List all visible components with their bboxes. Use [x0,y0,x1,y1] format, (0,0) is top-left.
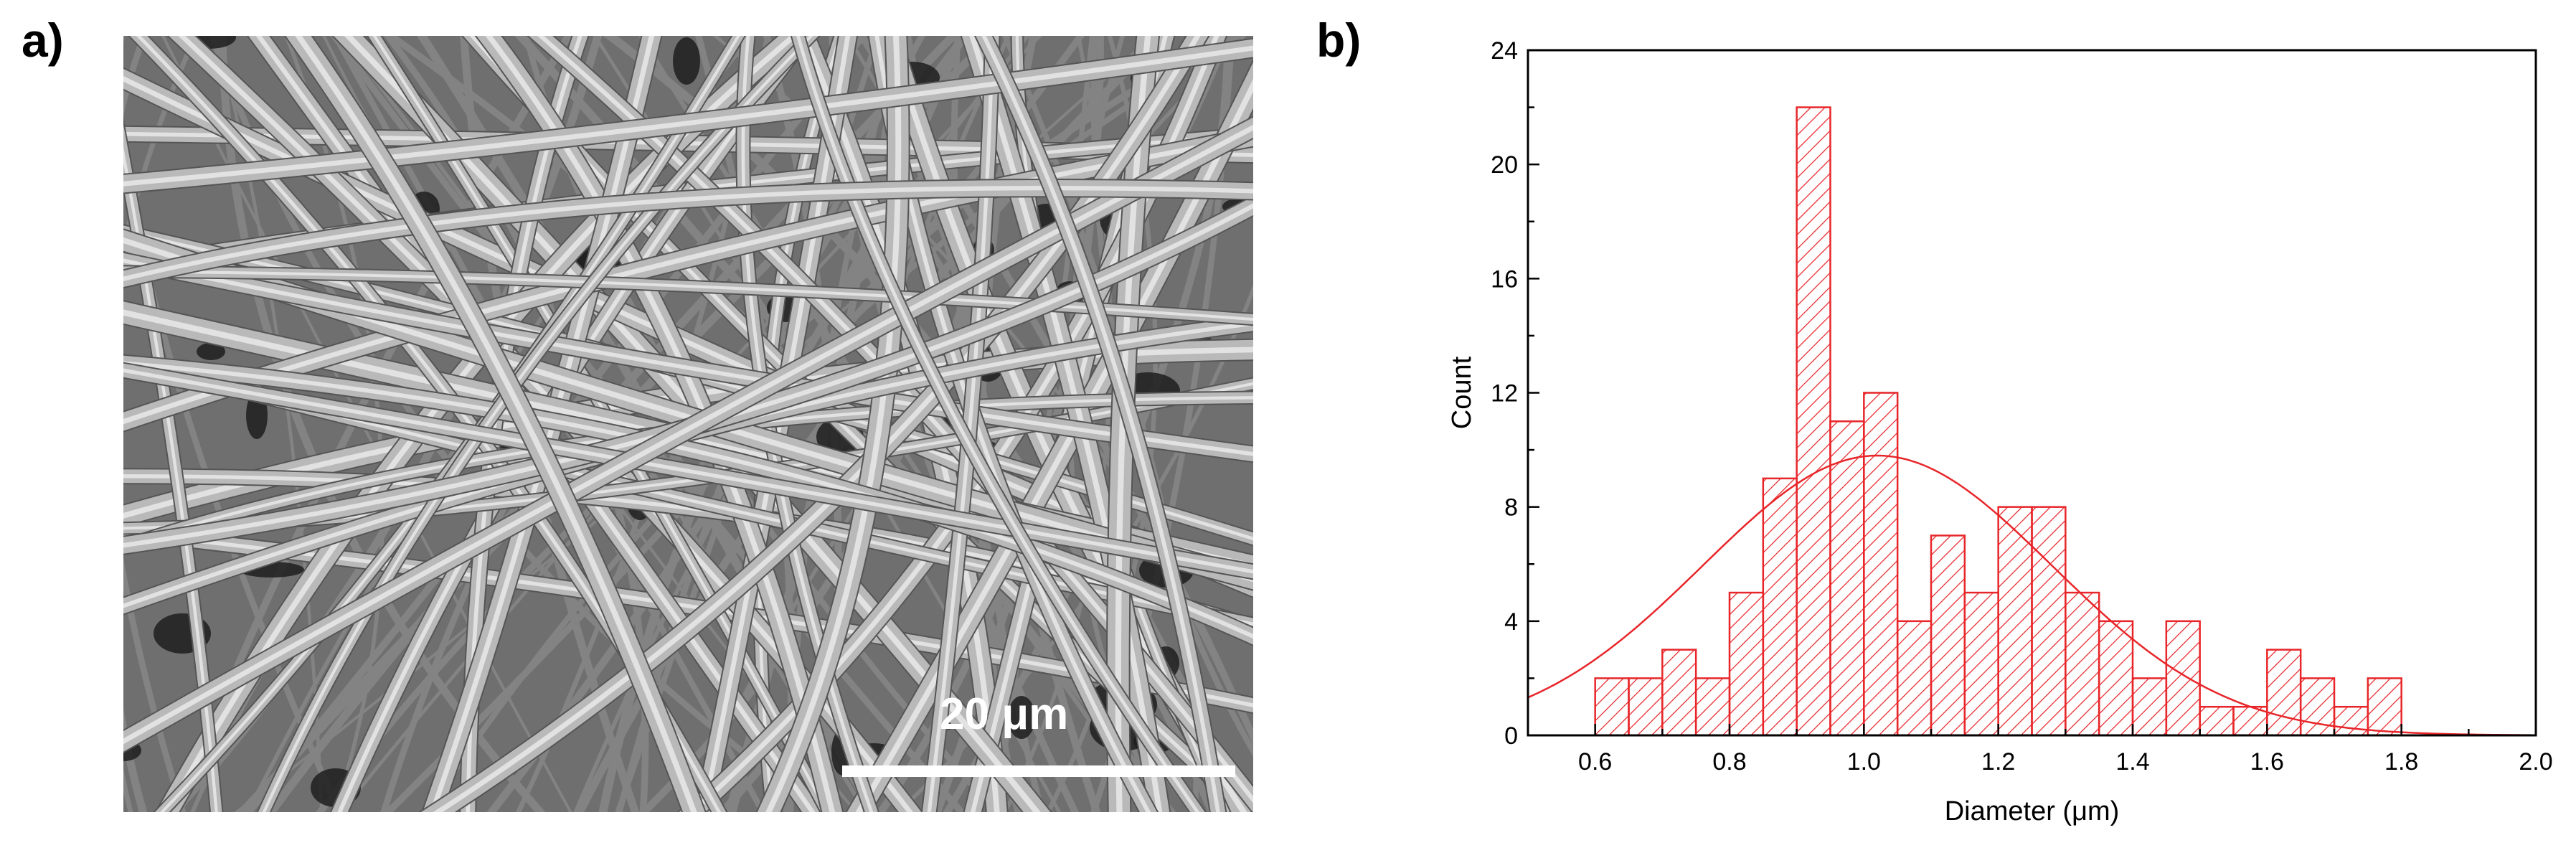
histogram-bar [2199,705,2235,737]
histogram-bar [1863,392,1899,737]
y-tick-label: 8 [1504,494,1518,522]
histogram-chart: 0.6 0.8 1.0 1.2 1.4 1.6 1.8 2.0 0 4 8 12 16 20 24 Dia… [1420,14,2568,847]
x-tick-label: 1.0 [1847,748,1881,776]
histogram-bar [2266,649,2302,737]
panel-b-label: b) [1316,14,1362,67]
histogram-bar [2165,620,2201,737]
histogram-bar [1694,677,1731,737]
panel-a-label: a) [22,14,64,67]
x-tick-label: 2.0 [2519,748,2552,776]
histogram-bar [1594,677,1630,737]
y-tick-label: 0 [1504,722,1518,750]
x-tick-label: 1.6 [2250,748,2284,776]
histogram-bar [1762,477,1798,737]
histogram-bar [1829,420,1865,737]
y-tick-label: 4 [1504,608,1518,636]
x-axis-title: Diameter (μm) [1945,796,2120,826]
histogram-bar [2031,506,2067,737]
histogram-bar [2065,591,2100,737]
sem-micrograph-image [123,36,1253,812]
scale-bar [842,765,1235,777]
histogram-bar [1896,620,1933,737]
histogram-bar [1796,106,1831,737]
y-tick-label: 24 [1491,37,1518,65]
x-tick-label: 1.2 [1981,748,2015,776]
x-tick-label: 1.4 [2115,748,2149,776]
histogram-bar [2131,677,2168,737]
x-tick-label: 1.8 [2384,748,2418,776]
histogram-bar [1930,534,1966,737]
histogram-svg: 0.6 0.8 1.0 1.2 1.4 1.6 1.8 2.0 0 4 8 12 16 20 24 Dia… [1447,37,2553,826]
histogram-bar [2299,677,2336,737]
y-tick-label: 16 [1491,265,1518,293]
histogram-bar [1728,591,1765,737]
histogram-bar [2333,705,2369,737]
histogram-bar [1963,591,1999,737]
histogram-bar [1661,649,1697,737]
y-axis-title: Count [1447,356,1477,429]
histogram-bar [2098,620,2134,737]
histogram-bar [1628,677,1664,737]
scale-bar-label: 20 μm [940,689,1069,739]
gaussian-fit-curve [1527,454,2536,736]
x-tick-label: 0.6 [1578,748,1612,776]
y-tick-label: 20 [1491,151,1518,179]
histogram-bar [2367,677,2402,737]
x-tick-label: 0.8 [1712,748,1746,776]
sem-fiber-micrograph-icon [123,36,1253,812]
y-tick-label: 12 [1491,380,1518,407]
